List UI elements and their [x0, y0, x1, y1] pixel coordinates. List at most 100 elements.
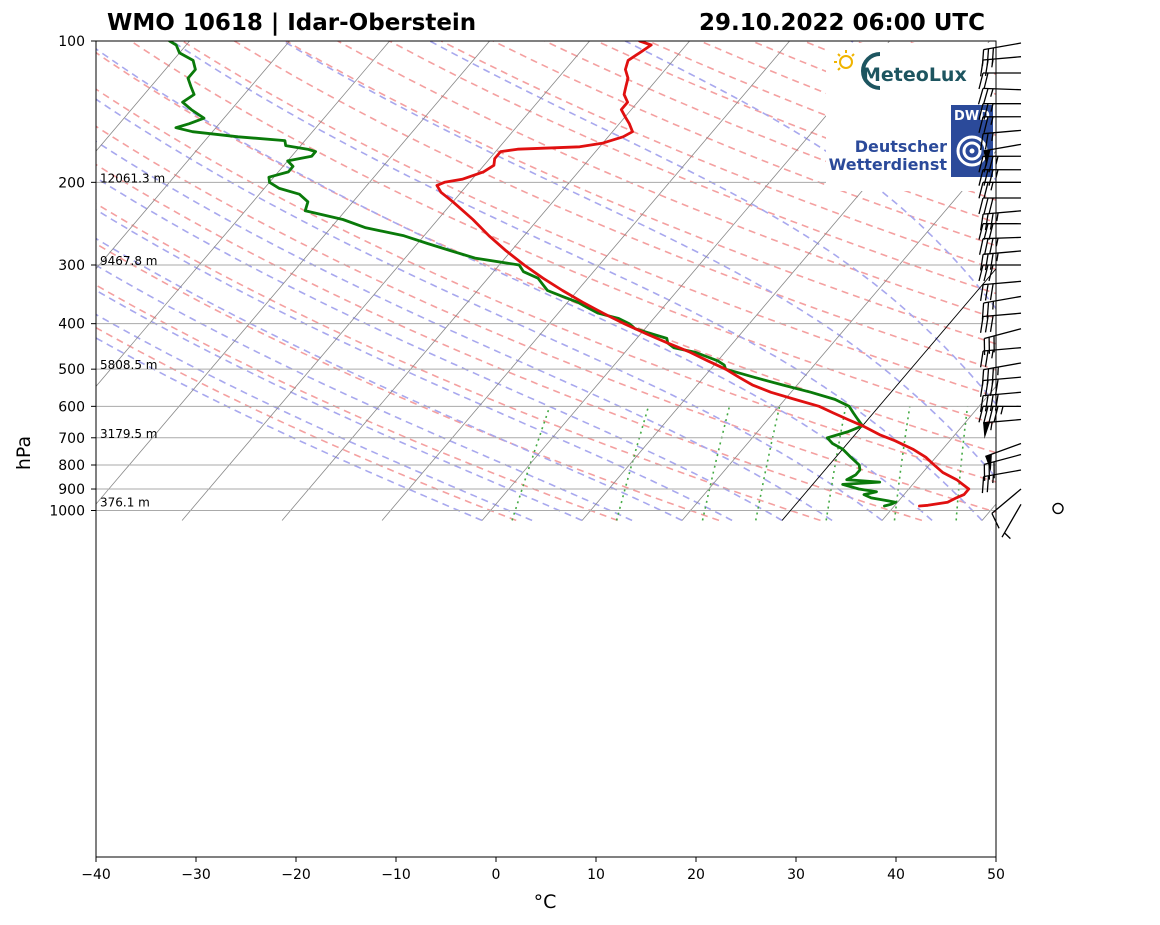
- y-axis-label: hPa: [13, 436, 35, 470]
- wind-barb-full: [983, 182, 989, 199]
- wind-barb: [981, 295, 1022, 320]
- mixing-ratio-line: [825, 406, 847, 521]
- wind-barb-half: [991, 349, 994, 359]
- dwd-text-line1: Deutscher: [855, 137, 947, 156]
- wind-barb: [981, 42, 1022, 67]
- dwd-logo: DWD Deutscher Wetterdienst: [829, 105, 993, 177]
- y-tick-label: 500: [58, 362, 85, 378]
- y-tick-label: 700: [58, 431, 85, 447]
- wind-barb-half: [995, 169, 999, 178]
- moist-adiabat: [96, 289, 583, 522]
- wind-barb-full: [979, 350, 984, 368]
- wind-barb-staff: [991, 488, 1022, 514]
- wind-barb-full: [986, 368, 990, 386]
- wind-barb-full: [983, 238, 989, 255]
- wind-barb-full: [978, 264, 984, 282]
- isotherm: [96, 41, 191, 152]
- y-tick-label: 200: [58, 175, 85, 191]
- chart-title-station: WMO 10618 | Idar-Oberstein: [107, 10, 476, 36]
- wind-barb: [985, 442, 1022, 472]
- wind-barb: [978, 264, 1022, 282]
- wind-barb-full: [994, 379, 999, 396]
- wind-barb-full: [991, 513, 1000, 529]
- wind-barb-full: [978, 223, 984, 240]
- wind-barb-full: [984, 284, 989, 301]
- isotherm: [181, 41, 591, 521]
- height-label: 5808.5 m: [100, 358, 158, 372]
- dry-adiabat: [96, 88, 996, 483]
- wind-barb: [978, 197, 1022, 215]
- sounding-profiles: [168, 41, 971, 508]
- dry-adiabat: [233, 41, 996, 371]
- wind-barb-full: [984, 213, 989, 231]
- moist-adiabat: [96, 208, 733, 522]
- x-tick-label: 20: [687, 867, 705, 883]
- dewpoint-profile: [168, 41, 897, 508]
- wind-barb-full: [983, 406, 989, 423]
- mixing-ratio-line: [893, 406, 911, 521]
- wind-barb-full: [984, 133, 989, 150]
- wind-barb-half: [990, 88, 994, 97]
- x-tick-label: −20: [281, 867, 311, 883]
- wind-barb-staff: [983, 129, 1022, 135]
- logos: MeteoLux DWD Deutscher Wetterdienst: [826, 43, 994, 191]
- moist-adiabat: [96, 264, 633, 522]
- wind-barb-full: [984, 350, 989, 367]
- moist-adiabat: [96, 313, 533, 522]
- y-tick-label: 800: [58, 458, 85, 474]
- mixing-ratio-lines: [511, 406, 969, 521]
- wind-barb-full: [978, 238, 984, 255]
- wind-barb-full: [991, 367, 995, 385]
- dry-adiabat: [96, 163, 923, 522]
- temperature-profile: [435, 41, 971, 508]
- wind-barb-full: [983, 223, 989, 240]
- dry-adiabat: [96, 326, 517, 522]
- dry-adiabat: [130, 41, 996, 426]
- wind-barb: [991, 488, 1022, 529]
- dry-adiabat: [96, 125, 996, 513]
- wind-barb-full: [979, 254, 984, 271]
- wind-barb: [978, 116, 1022, 133]
- chart-title-datetime: 29.10.2022 06:00 UTC: [699, 10, 985, 36]
- x-tick-label: 10: [587, 867, 605, 883]
- wind-barb-staff: [983, 143, 1022, 152]
- wind-barb-staff: [983, 42, 1022, 51]
- wind-barb-full: [981, 49, 985, 67]
- x-axis-ticks: −40 −30 −20 −10 0 10 20 30 40 50: [81, 857, 1005, 883]
- wind-barb: [978, 405, 1022, 423]
- wind-barb-half: [997, 366, 999, 376]
- height-label: 376.1 m: [100, 495, 150, 509]
- wind-barb-full: [979, 214, 984, 231]
- isotherm: [681, 150, 996, 521]
- wind-barb-full: [978, 72, 984, 90]
- wind-barb-full: [984, 253, 989, 271]
- moist-adiabat: [96, 176, 783, 522]
- dwd-text-line2: Wetterdienst: [829, 155, 948, 174]
- wind-barb-full: [994, 394, 999, 411]
- wind-barb-full: [979, 284, 984, 301]
- wind-barb-half: [995, 238, 999, 247]
- wind-barb-full: [981, 302, 985, 320]
- wind-barb-full: [978, 197, 984, 215]
- wind-barb-full: [983, 116, 989, 133]
- y-tick-label: 300: [58, 258, 85, 274]
- wind-barb-full: [978, 156, 984, 173]
- wind-barb: [981, 362, 1022, 387]
- wind-barb-staff: [1001, 503, 1022, 538]
- wind-barb-staff: [985, 442, 1022, 458]
- y-tick-label: 1000: [49, 504, 85, 520]
- isotherm: [96, 41, 491, 505]
- moist-adiabat: [282, 41, 996, 479]
- wind-barbs: [977, 42, 1064, 540]
- wind-barb-calm: [1052, 502, 1064, 515]
- wind-barb-full: [989, 315, 994, 333]
- wind-barb-full: [988, 197, 994, 215]
- x-tick-label: −30: [181, 867, 211, 883]
- wind-barb-flag: [983, 149, 991, 167]
- y-tick-label: 100: [58, 34, 85, 50]
- wind-barb-full: [978, 169, 984, 186]
- wind-barb-full: [981, 476, 985, 494]
- isotherm: [96, 41, 391, 388]
- y-tick-label: 900: [58, 482, 85, 498]
